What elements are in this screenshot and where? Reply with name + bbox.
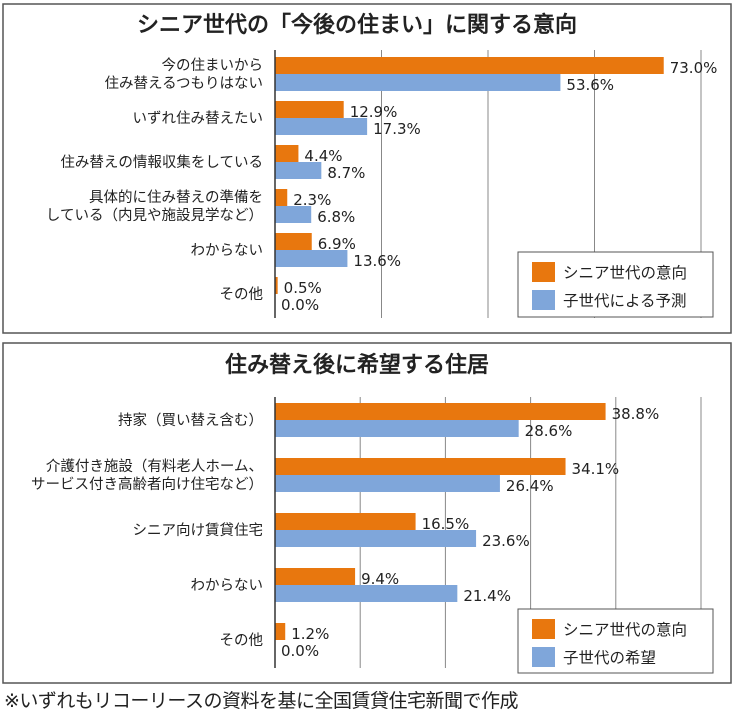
data-label: 16.5% [422, 515, 470, 533]
data-label: 8.7% [327, 164, 365, 182]
category-label: その他 [220, 632, 264, 649]
senior-bar [275, 623, 286, 640]
category-label: 介護付き施設（有料老人ホーム、 [46, 458, 263, 475]
senior-bar [275, 403, 606, 420]
data-label: 34.1% [572, 460, 620, 478]
child-bar [275, 250, 348, 267]
data-label: 26.4% [506, 477, 554, 495]
category-label: サービス付き高齢者向け住宅など） [31, 476, 263, 493]
data-label: 28.6% [525, 422, 573, 440]
data-label: 0.0% [281, 642, 319, 660]
data-label: 21.4% [463, 587, 511, 605]
legend-label: 子世代の希望 [563, 649, 656, 667]
senior-bar [275, 277, 278, 294]
child-bar [275, 74, 561, 91]
data-label: 9.4% [361, 570, 399, 588]
chart-title: 住み替え後に希望する住居 [225, 352, 489, 378]
legend-swatch [532, 647, 555, 667]
category-label: その他 [220, 286, 264, 303]
data-label: 1.2% [291, 625, 329, 643]
data-label: 73.0% [670, 59, 718, 77]
data-label: 23.6% [482, 532, 530, 550]
senior-bar [275, 568, 356, 585]
category-label: している（内見や施設見学など） [46, 207, 263, 224]
data-label: 13.6% [353, 252, 401, 270]
data-label: 53.6% [566, 76, 614, 94]
category-label: わからない [191, 577, 264, 594]
child-bar [275, 475, 500, 492]
child-bar [275, 530, 477, 547]
child-bar [275, 420, 519, 437]
senior-bar [275, 513, 416, 530]
legend-label: シニア世代の意向 [563, 620, 687, 639]
data-label: 4.4% [304, 147, 342, 165]
legend-swatch [532, 619, 555, 639]
senior-bar [275, 458, 566, 475]
senior-bar [275, 57, 664, 74]
child-bar [275, 585, 458, 602]
data-label: 12.9% [350, 103, 398, 121]
category-label: いずれ住み替えたい [133, 110, 264, 127]
senior-bar [275, 145, 299, 162]
legend-label: 子世代による予測 [563, 292, 687, 310]
category-label: 住み替えるつもりはない [105, 75, 263, 92]
chart-title: シニア世代の「今後の住まい」に関する意向 [137, 12, 577, 38]
legend-label: シニア世代の意向 [563, 263, 687, 282]
data-label: 6.9% [318, 235, 356, 253]
category-label: 住み替えの情報収集をしている [60, 154, 263, 171]
legend-swatch [532, 290, 555, 310]
child-bar [275, 162, 322, 179]
child-bar [275, 118, 368, 135]
legend-swatch [532, 262, 555, 282]
category-label: 具体的に住み替えの準備を [89, 189, 263, 206]
data-label: 0.5% [284, 279, 322, 297]
data-label: 38.8% [612, 405, 660, 423]
category-label: 今の住まいから [162, 57, 264, 74]
footnote: ※いずれもリコーリースの資料を基に全国賃貸住宅新聞で作成 [4, 690, 518, 712]
data-label: 17.3% [373, 120, 421, 138]
category-label: シニア向け賃貸住宅 [133, 522, 264, 539]
senior-bar [275, 189, 288, 206]
senior-bar [275, 233, 312, 250]
data-label: 0.0% [281, 296, 319, 314]
category-label: 持家（買い替え含む） [118, 412, 263, 429]
child-bar [275, 206, 312, 223]
data-label: 6.8% [317, 208, 355, 226]
data-label: 2.3% [293, 191, 331, 209]
senior-bar [275, 101, 344, 118]
category-label: わからない [191, 242, 264, 259]
